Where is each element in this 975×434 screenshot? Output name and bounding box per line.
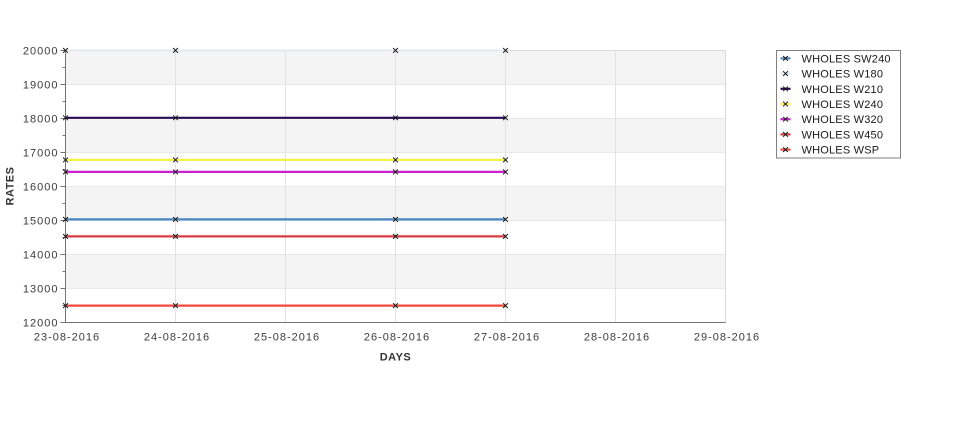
svg-text:27-08-2016: 27-08-2016 [474,332,540,344]
svg-text:29-08-2016: 29-08-2016 [694,332,760,344]
svg-text:WHOLES W320: WHOLES W320 [802,114,884,126]
svg-text:14000: 14000 [23,250,59,262]
svg-text:DAYS: DAYS [380,352,412,364]
svg-text:19000: 19000 [23,80,59,92]
svg-text:WHOLES W240: WHOLES W240 [802,99,884,111]
svg-text:13000: 13000 [23,284,59,296]
svg-text:WHOLES SW240: WHOLES SW240 [802,53,891,65]
svg-text:23-08-2016: 23-08-2016 [34,332,100,344]
svg-text:WHOLES W210: WHOLES W210 [802,84,884,96]
svg-text:20000: 20000 [23,46,59,58]
svg-text:28-08-2016: 28-08-2016 [584,332,650,344]
svg-text:WHOLES W450: WHOLES W450 [802,129,884,141]
svg-text:26-08-2016: 26-08-2016 [364,332,430,344]
svg-text:15000: 15000 [23,216,59,228]
svg-text:16000: 16000 [23,182,59,194]
svg-text:17000: 17000 [23,148,59,160]
svg-text:WHOLES W180: WHOLES W180 [802,69,884,81]
svg-text:18000: 18000 [23,114,59,126]
svg-text:WHOLES WSP: WHOLES WSP [802,145,880,157]
svg-text:25-08-2016: 25-08-2016 [254,332,320,344]
svg-text:RATES: RATES [5,167,17,206]
svg-text:24-08-2016: 24-08-2016 [144,332,210,344]
svg-text:12000: 12000 [23,318,59,330]
